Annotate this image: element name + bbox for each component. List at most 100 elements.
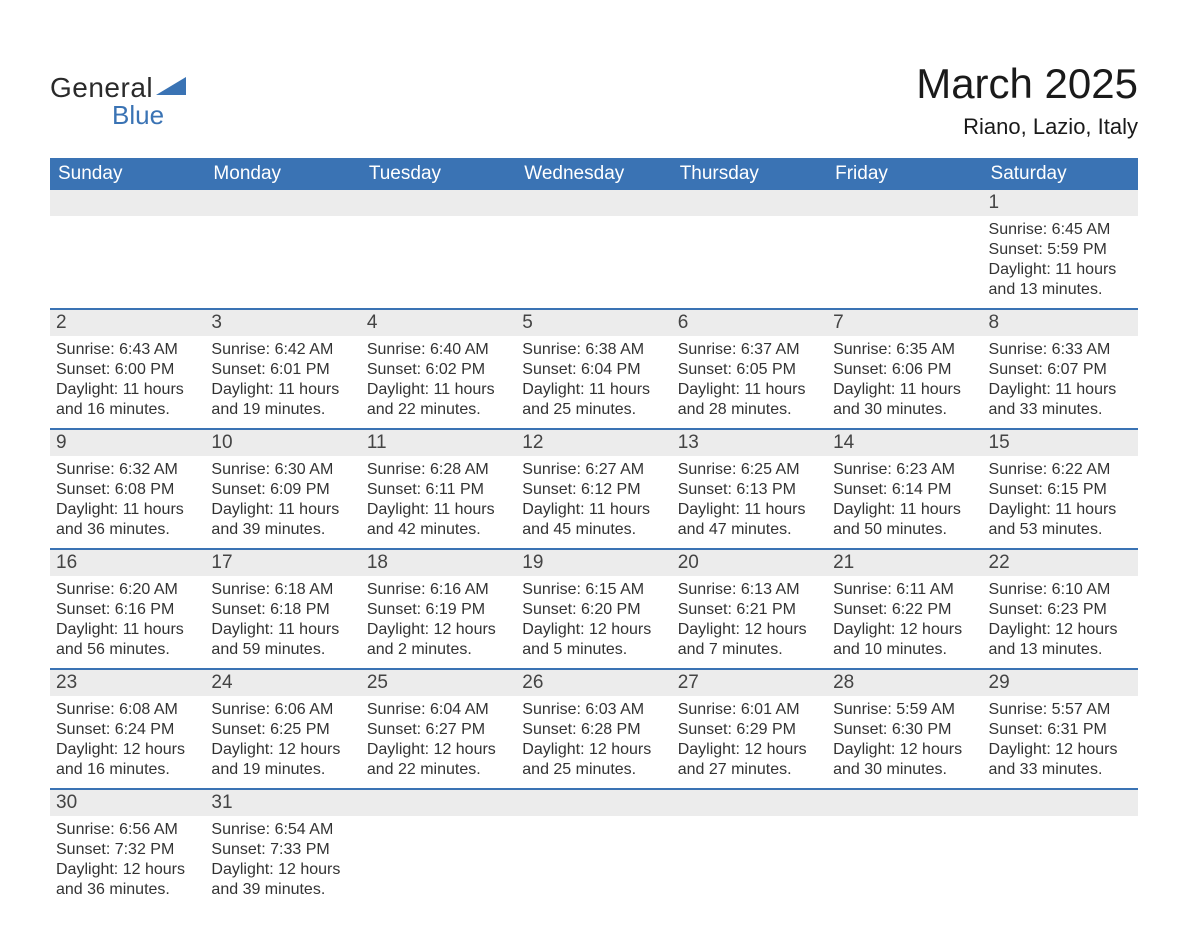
daylight-text: Daylight: 11 hours: [989, 500, 1132, 520]
sunset-text: Sunset: 6:19 PM: [367, 600, 510, 620]
day-number-cell: 27: [672, 669, 827, 696]
sunrise-text: Sunrise: 6:20 AM: [56, 580, 199, 600]
dayname-sunday: Sunday: [50, 158, 205, 190]
daylight-text: Daylight: 12 hours: [211, 860, 354, 880]
day-number-cell: 29: [983, 669, 1138, 696]
sunset-text: Sunset: 6:28 PM: [522, 720, 665, 740]
daylight-text: Daylight: 11 hours: [522, 380, 665, 400]
daylight-text: and 30 minutes.: [833, 760, 976, 780]
sunrise-text: Sunrise: 6:06 AM: [211, 700, 354, 720]
daylight-text: Daylight: 11 hours: [367, 380, 510, 400]
day-number: 30: [56, 792, 77, 813]
daylight-text: and 42 minutes.: [367, 520, 510, 540]
daynum-row: 3031: [50, 789, 1138, 816]
daylight-text: Daylight: 11 hours: [211, 500, 354, 520]
sunrise-text: Sunrise: 6:40 AM: [367, 340, 510, 360]
daylight-text: Daylight: 12 hours: [833, 620, 976, 640]
day-detail-cell: Sunrise: 6:42 AMSunset: 6:01 PMDaylight:…: [205, 336, 360, 429]
day-number: 22: [989, 552, 1010, 573]
sunrise-text: Sunrise: 6:45 AM: [989, 220, 1132, 240]
sunrise-text: Sunrise: 6:01 AM: [678, 700, 821, 720]
day-number-cell: 28: [827, 669, 982, 696]
daynum-row: 23242526272829: [50, 669, 1138, 696]
daylight-text: Daylight: 12 hours: [56, 740, 199, 760]
day-number-cell: 25: [361, 669, 516, 696]
day-number-cell: 7: [827, 309, 982, 336]
daylight-text: and 22 minutes.: [367, 760, 510, 780]
sunset-text: Sunset: 6:16 PM: [56, 600, 199, 620]
day-number-cell: 20: [672, 549, 827, 576]
day-detail-cell: Sunrise: 6:25 AMSunset: 6:13 PMDaylight:…: [672, 456, 827, 549]
day-detail-cell: Sunrise: 6:40 AMSunset: 6:02 PMDaylight:…: [361, 336, 516, 429]
daylight-text: and 10 minutes.: [833, 640, 976, 660]
daylight-text: and 33 minutes.: [989, 400, 1132, 420]
day-detail-cell: Sunrise: 6:11 AMSunset: 6:22 PMDaylight:…: [827, 576, 982, 669]
sunrise-text: Sunrise: 6:18 AM: [211, 580, 354, 600]
day-detail-cell: Sunrise: 5:59 AMSunset: 6:30 PMDaylight:…: [827, 696, 982, 789]
day-header-row: Sunday Monday Tuesday Wednesday Thursday…: [50, 158, 1138, 190]
sunrise-text: Sunrise: 6:28 AM: [367, 460, 510, 480]
day-number: 17: [211, 552, 232, 573]
day-number-cell: 2: [50, 309, 205, 336]
daylight-text: and 19 minutes.: [211, 400, 354, 420]
day-number: 26: [522, 672, 543, 693]
daylight-text: and 33 minutes.: [989, 760, 1132, 780]
day-number-cell: 4: [361, 309, 516, 336]
day-number: 7: [833, 312, 844, 333]
daylight-text: Daylight: 11 hours: [989, 380, 1132, 400]
day-detail-cell: [50, 216, 205, 309]
daylight-text: and 22 minutes.: [367, 400, 510, 420]
day-number-cell: [827, 190, 982, 216]
day-detail-cell: Sunrise: 6:06 AMSunset: 6:25 PMDaylight:…: [205, 696, 360, 789]
sunset-text: Sunset: 6:01 PM: [211, 360, 354, 380]
day-detail-cell: [516, 816, 671, 908]
daylight-text: and 2 minutes.: [367, 640, 510, 660]
day-detail-cell: Sunrise: 6:13 AMSunset: 6:21 PMDaylight:…: [672, 576, 827, 669]
sunrise-text: Sunrise: 6:27 AM: [522, 460, 665, 480]
detail-row: Sunrise: 6:32 AMSunset: 6:08 PMDaylight:…: [50, 456, 1138, 549]
daylight-text: and 59 minutes.: [211, 640, 354, 660]
detail-row: Sunrise: 6:45 AMSunset: 5:59 PMDaylight:…: [50, 216, 1138, 309]
sunrise-text: Sunrise: 6:22 AM: [989, 460, 1132, 480]
logo-text-blue: Blue: [112, 100, 186, 131]
day-number-cell: 5: [516, 309, 671, 336]
day-number-cell: [205, 190, 360, 216]
day-detail-cell: Sunrise: 6:35 AMSunset: 6:06 PMDaylight:…: [827, 336, 982, 429]
detail-row: Sunrise: 6:08 AMSunset: 6:24 PMDaylight:…: [50, 696, 1138, 789]
day-number-cell: 9: [50, 429, 205, 456]
day-detail-cell: Sunrise: 6:28 AMSunset: 6:11 PMDaylight:…: [361, 456, 516, 549]
sunrise-text: Sunrise: 6:10 AM: [989, 580, 1132, 600]
sunset-text: Sunset: 6:15 PM: [989, 480, 1132, 500]
header: General Blue March 2025 Riano, Lazio, It…: [50, 60, 1138, 140]
daylight-text: Daylight: 11 hours: [56, 620, 199, 640]
daylight-text: and 13 minutes.: [989, 280, 1132, 300]
day-number-cell: 21: [827, 549, 982, 576]
day-detail-cell: Sunrise: 6:03 AMSunset: 6:28 PMDaylight:…: [516, 696, 671, 789]
sunset-text: Sunset: 6:25 PM: [211, 720, 354, 740]
day-number-cell: 3: [205, 309, 360, 336]
daylight-text: and 7 minutes.: [678, 640, 821, 660]
daylight-text: Daylight: 11 hours: [211, 380, 354, 400]
sunset-text: Sunset: 6:09 PM: [211, 480, 354, 500]
daylight-text: Daylight: 11 hours: [56, 380, 199, 400]
day-number-cell: 13: [672, 429, 827, 456]
sunrise-text: Sunrise: 6:42 AM: [211, 340, 354, 360]
sunrise-text: Sunrise: 6:11 AM: [833, 580, 976, 600]
sunrise-text: Sunrise: 6:13 AM: [678, 580, 821, 600]
day-detail-cell: Sunrise: 6:04 AMSunset: 6:27 PMDaylight:…: [361, 696, 516, 789]
sunrise-text: Sunrise: 6:30 AM: [211, 460, 354, 480]
day-detail-cell: Sunrise: 6:38 AMSunset: 6:04 PMDaylight:…: [516, 336, 671, 429]
sunset-text: Sunset: 6:12 PM: [522, 480, 665, 500]
sunrise-text: Sunrise: 6:38 AM: [522, 340, 665, 360]
day-number: 1: [989, 192, 1000, 213]
day-detail-cell: Sunrise: 6:23 AMSunset: 6:14 PMDaylight:…: [827, 456, 982, 549]
daylight-text: and 36 minutes.: [56, 520, 199, 540]
day-number: 9: [56, 432, 67, 453]
day-detail-cell: Sunrise: 6:01 AMSunset: 6:29 PMDaylight:…: [672, 696, 827, 789]
sunset-text: Sunset: 6:08 PM: [56, 480, 199, 500]
sunrise-text: Sunrise: 6:16 AM: [367, 580, 510, 600]
daylight-text: Daylight: 12 hours: [211, 740, 354, 760]
day-number: 28: [833, 672, 854, 693]
day-number: 6: [678, 312, 689, 333]
day-number: 18: [367, 552, 388, 573]
